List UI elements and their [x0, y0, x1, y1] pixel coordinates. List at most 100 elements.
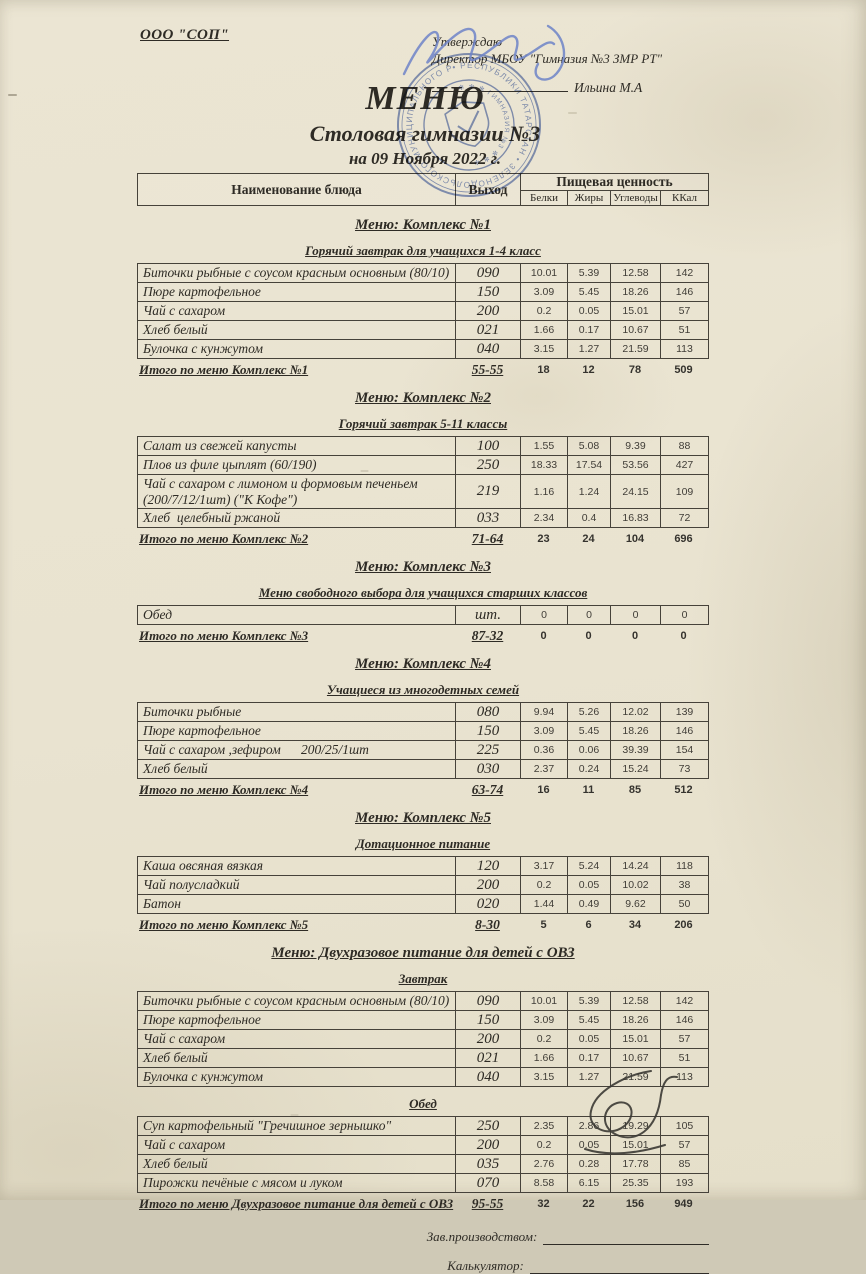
section-title: Меню: Двухразовое питание для детей с ОВ… — [271, 945, 575, 961]
portion-cell: 033 — [456, 509, 521, 527]
carbs-cell: 18.26 — [611, 722, 661, 740]
dish-name-cell: Салат из свежей капусты — [138, 437, 456, 455]
portion-cell: 100 — [456, 437, 521, 455]
kcal-cell: 51 — [678, 1052, 691, 1064]
dish-row: Плов из филе цыплят (60/190) 250 18.33 1… — [138, 456, 708, 475]
dish-row: Чай с сахаром ,зефиром 200/25/1шт 225 0.… — [138, 741, 708, 760]
total-protein: 5 — [540, 919, 547, 931]
section-total-row: Итого по меню Комплекс №1 55-55 18 12 78… — [137, 360, 709, 379]
col-header-portion: Выход — [456, 174, 521, 205]
kcal-cell: 142 — [675, 267, 694, 279]
block-subtitle: Меню свободного выбора для учащихся стар… — [258, 585, 588, 600]
dish-row: Биточки рыбные с соусом красным основным… — [138, 992, 708, 1011]
dish-row: Булочка с кунжутом 040 3.15 1.27 21.59 1… — [138, 1068, 708, 1086]
protein-cell: 3.09 — [521, 283, 568, 301]
carbs-cell: 12.58 — [611, 992, 661, 1010]
dish-name-cell: Пирожки печёные с мясом и луком — [138, 1174, 456, 1192]
menu-section: Меню: Комплекс №4 Учащиеся из многодетны… — [137, 656, 709, 799]
page-subtitle: Столовая гимназии №3 — [309, 121, 541, 146]
kcal-cell: 72 — [678, 512, 691, 524]
menu-block: Горячий завтрак для учащихся 1-4 класс Б… — [137, 243, 709, 359]
protein-cell: 0 — [521, 606, 568, 624]
carbs-cell: 21.59 — [611, 1068, 661, 1086]
portion-cell: 150 — [456, 722, 521, 740]
dish-name-cell: Пюре картофельное — [138, 283, 456, 301]
section-total-row: Итого по меню Комплекс №5 8-30 5 6 34 20… — [137, 915, 709, 934]
dish-name-cell: Каша овсяная вязкая — [138, 857, 456, 875]
dish-name-cell: Булочка с кунжутом — [138, 1068, 456, 1086]
total-portion: 95-55 — [471, 1196, 504, 1211]
dish-name-cell: Хлеб белый — [138, 1155, 456, 1173]
menu-block: Дотационное питание Каша овсяная вязкая … — [137, 836, 709, 914]
dish-row: Батон 020 1.44 0.49 9.62 50 — [138, 895, 708, 913]
kcal-cell: 51 — [678, 324, 691, 336]
portion-cell: 120 — [456, 857, 521, 875]
menu-table: Биточки рыбные с соусом красным основным… — [137, 263, 709, 359]
protein-cell: 2.35 — [521, 1117, 568, 1135]
block-subtitle: Горячий завтрак 5-11 классы — [338, 416, 508, 431]
carbs-cell: 14.24 — [611, 857, 661, 875]
menu-section: Меню: Комплекс №2 Горячий завтрак 5-11 к… — [137, 390, 709, 548]
fat-cell: 0 — [568, 606, 611, 624]
total-fat: 11 — [582, 784, 595, 796]
total-carbs: 78 — [628, 364, 642, 376]
dish-name-cell: Чай с сахаром ,зефиром 200/25/1шт — [138, 741, 456, 759]
kcal-cell: 146 — [675, 1014, 694, 1026]
dish-name-cell: Батон — [138, 895, 456, 913]
carbs-cell: 15.01 — [611, 1136, 661, 1154]
protein-cell: 1.55 — [521, 437, 568, 455]
dish-name-cell: Обед — [138, 606, 456, 624]
fat-cell: 1.27 — [568, 340, 611, 358]
portion-cell: 070 — [456, 1174, 521, 1192]
protein-cell: 3.09 — [521, 722, 568, 740]
carbs-cell: 24.15 — [611, 475, 661, 508]
page-title: МЕНЮ — [365, 80, 485, 117]
portion-cell: шт. — [456, 606, 521, 624]
carbs-cell: 9.62 — [611, 895, 661, 913]
menu-content: Наименование блюда Выход Пищевая ценност… — [137, 173, 709, 1274]
fat-cell: 5.39 — [568, 992, 611, 1010]
dish-name-cell: Чай с сахаром — [138, 1136, 456, 1154]
carbs-cell: 16.83 — [611, 509, 661, 527]
dish-name-cell: Хлеб белый — [138, 1049, 456, 1067]
dish-row: Хлеб целебный ржаной 033 2.34 0.4 16.83 … — [138, 509, 708, 527]
portion-cell: 090 — [456, 264, 521, 282]
protein-cell: 0.2 — [521, 302, 568, 320]
carbs-cell: 15.01 — [611, 1030, 661, 1048]
protein-cell: 1.16 — [521, 475, 568, 508]
section-title: Меню: Комплекс №2 — [355, 390, 491, 406]
director-name: Ильина М.А — [574, 80, 643, 95]
fat-cell: 1.27 — [568, 1068, 611, 1086]
fat-cell: 5.26 — [568, 703, 611, 721]
portion-cell: 225 — [456, 741, 521, 759]
dish-row: Чай полусладкий 200 0.2 0.05 10.02 38 — [138, 876, 708, 895]
fat-cell: 2.86 — [568, 1117, 611, 1135]
dish-row: Хлеб белый 035 2.76 0.28 17.78 85 — [138, 1155, 708, 1174]
dish-row: Булочка с кунжутом 040 3.15 1.27 21.59 1… — [138, 340, 708, 358]
total-carbs: 0 — [631, 630, 639, 642]
section-title: Меню: Комплекс №1 — [355, 217, 491, 233]
protein-cell: 2.37 — [521, 760, 568, 778]
protein-cell: 0.2 — [521, 876, 568, 894]
kcal-cell: 154 — [675, 744, 694, 756]
total-carbs: 156 — [625, 1198, 645, 1210]
carbs-cell: 19.29 — [611, 1117, 661, 1135]
dish-name-cell: Чай с сахаром — [138, 1030, 456, 1048]
kcal-cell: 427 — [675, 459, 694, 471]
dish-row: Хлеб белый 021 1.66 0.17 10.67 51 — [138, 1049, 708, 1068]
calculator-label: Калькулятор: — [447, 1258, 524, 1273]
production-manager-signature-line — [543, 1230, 709, 1245]
total-kcal: 0 — [680, 630, 687, 642]
kcal-cell: 57 — [678, 1033, 691, 1045]
total-label: Итого по меню Комплекс №2 — [139, 531, 309, 546]
protein-cell: 0.2 — [521, 1136, 568, 1154]
carbs-cell: 15.01 — [611, 302, 661, 320]
fat-cell: 0.49 — [568, 895, 611, 913]
org-name: ООО "СОП" — [140, 27, 230, 43]
fat-cell: 0.05 — [568, 1030, 611, 1048]
protein-cell: 18.33 — [521, 456, 568, 474]
calculator-row: Калькулятор: — [137, 1258, 709, 1274]
portion-cell: 030 — [456, 760, 521, 778]
footer-signatures: Зав.производством: Калькулятор: — [137, 1229, 709, 1274]
